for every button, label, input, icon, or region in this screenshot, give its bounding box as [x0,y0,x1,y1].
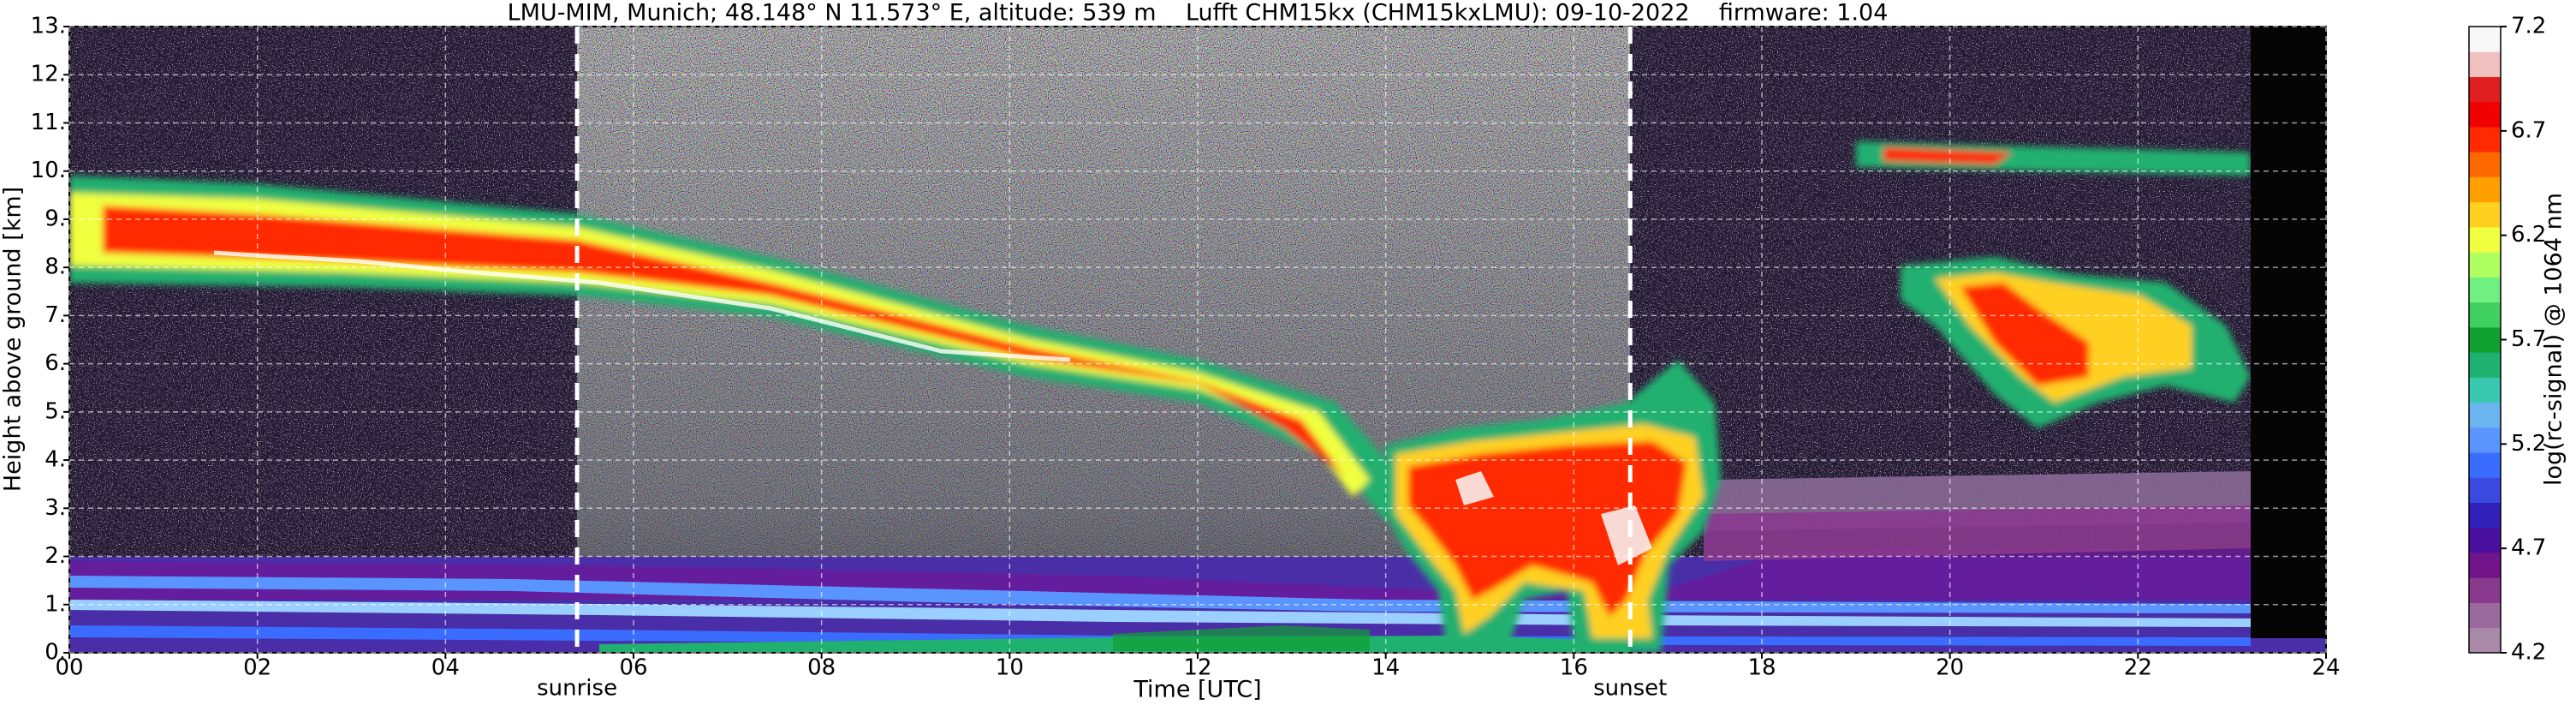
colorbar-band [2469,152,2501,177]
colorbar-band [2469,126,2501,152]
x-tick-label: 20 [1936,655,1964,681]
colorbar-tick-label: 5.2 [2511,431,2546,457]
x-tick-label: 22 [2124,655,2152,681]
y-tick-label: 4. [45,447,66,473]
colorbar-band [2469,51,2501,77]
x-tick-label: 06 [619,655,647,681]
y-tick-label: 9. [45,206,66,231]
x-tick-label: 10 [996,655,1024,681]
y-tick-label: 12. [31,62,66,87]
colorbar-band [2469,577,2501,604]
y-tick-label: 6. [45,350,66,376]
y-tick-label: 3. [45,495,66,521]
y-tick-label: 10. [31,158,66,183]
y-tick-label: 1. [45,591,66,617]
colorbar-tick-label: 4.7 [2511,535,2546,561]
colorbar-band [2469,226,2501,253]
colorbar-tick-label: 6.7 [2511,117,2546,143]
colorbar-band [2469,277,2501,303]
x-tick-label: 12 [1183,655,1211,681]
colorbar-band [2469,377,2501,403]
colorbar-band [2469,352,2501,378]
colorbar-band [2469,402,2501,428]
x-tick-label: 24 [2311,655,2340,681]
colorbar-band [2469,101,2501,128]
colorbar-label: log(rc-signal) @ 1064 nm [2541,193,2567,486]
y-tick-label: 13. [31,14,66,39]
colorbar-band [2469,553,2501,578]
colorbar-band [2469,27,2501,52]
colorbar-band [2469,326,2501,353]
colorbar-band [2469,527,2501,553]
colorbar-tick-label: 4.2 [2511,640,2546,666]
colorbar-band [2469,477,2501,504]
y-tick-label: 8. [45,254,66,280]
colorbar-band [2469,502,2501,529]
y-tick-label: 0. [45,640,66,666]
colorbar-band [2469,627,2501,654]
colorbar-band [2469,452,2501,478]
x-tick-label: 02 [243,655,271,681]
y-tick-label: 7. [45,302,66,328]
annotation-label: sunset [1593,676,1667,702]
colorbar-band [2469,427,2501,453]
y-axis-label: Height above ground [km] [0,187,27,492]
y-tick-label: 5. [45,398,66,424]
colorbar-tick-label: 7.2 [2511,14,2546,39]
x-tick-label: 14 [1371,655,1400,681]
x-tick-label: 04 [431,655,460,681]
y-tick-label: 2. [45,543,66,569]
x-tick-label: 16 [1560,655,1588,681]
colorbar-band [2469,201,2501,228]
chart-title: LMU-MIM, Munich; 48.148° N 11.573° E, al… [508,0,1889,27]
x-tick-label: 00 [55,655,83,681]
x-axis-label: Time [UTC] [1133,677,1261,703]
x-tick-label: 08 [807,655,836,681]
x-tick-label: 18 [1747,655,1776,681]
colorbar-band [2469,176,2501,203]
colorbar-band [2469,76,2501,103]
colorbar-band [2469,302,2501,328]
annotation-label: sunrise [537,676,617,702]
colorbar-tick-label: 6.2 [2511,222,2546,248]
y-tick-label: 11. [31,110,66,135]
colorbar-tick-label: 5.7 [2511,326,2546,352]
colorbar-band [2469,602,2501,629]
colorbar-band [2469,252,2501,278]
